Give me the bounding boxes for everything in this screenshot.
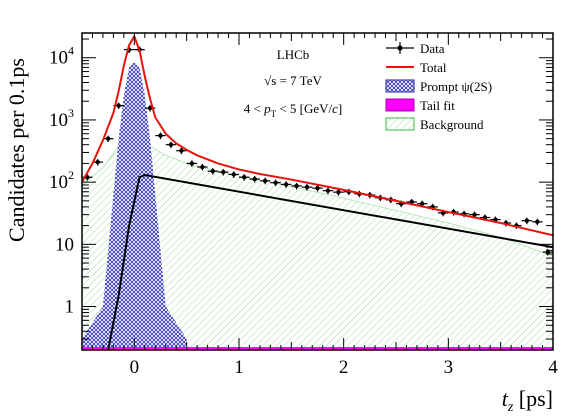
x-tick-label: 1 bbox=[234, 357, 244, 378]
legend-label: Data bbox=[420, 41, 445, 56]
data-point bbox=[259, 177, 271, 185]
data-point bbox=[218, 169, 229, 176]
x-axis-label: tz [ps] bbox=[502, 386, 553, 415]
data-point bbox=[333, 189, 344, 196]
legend-label: Background bbox=[420, 117, 484, 132]
data-point bbox=[312, 185, 323, 192]
legend: Data Total Prompt ψ(2S) Tail fit Background bbox=[385, 41, 492, 132]
axes: 0 1 2 3 4 1 10 102 103 104 bbox=[49, 33, 558, 378]
tail-fit-area bbox=[82, 347, 553, 350]
pt-range-label: 4 < pT < 5 [GeV/c] bbox=[244, 101, 343, 119]
data-point bbox=[249, 176, 260, 183]
experiment-label: LHCb bbox=[277, 47, 310, 62]
legend-entry: Total bbox=[386, 60, 447, 75]
x-axis-symbol: t bbox=[502, 386, 509, 411]
data-point bbox=[532, 218, 543, 226]
data-point bbox=[197, 163, 208, 171]
data-point bbox=[176, 147, 187, 155]
y-axis-label: Candidates per 0.1ps bbox=[4, 58, 29, 242]
y-tick-label: 10 bbox=[55, 234, 74, 255]
y-tick-label: 103 bbox=[49, 106, 74, 131]
data-point bbox=[92, 159, 103, 166]
legend-label: Total bbox=[420, 60, 447, 75]
data-point bbox=[322, 187, 334, 195]
x-axis-subscript: z bbox=[507, 400, 514, 415]
legend-label: Tail fit bbox=[420, 98, 455, 113]
annotation-block: LHCb √s = 7 TeV 4 < pT < 5 [GeV/c] bbox=[244, 47, 343, 119]
data-point bbox=[291, 182, 302, 190]
legend-label: Prompt ψ(2S) bbox=[420, 79, 492, 94]
data-point bbox=[207, 168, 219, 175]
background-area bbox=[82, 136, 553, 350]
data-point bbox=[165, 141, 177, 149]
legend-entry: Prompt ψ(2S) bbox=[385, 79, 492, 94]
signal-line bbox=[107, 174, 553, 350]
x-tick-label: 0 bbox=[130, 357, 140, 378]
y-tick-label: 1 bbox=[65, 297, 75, 318]
x-tick-label: 4 bbox=[548, 357, 558, 378]
y-tick-label: 104 bbox=[49, 44, 74, 69]
data-point bbox=[301, 184, 313, 191]
y-axis-title: Candidates per 0.1ps bbox=[4, 58, 29, 242]
data-point bbox=[521, 217, 533, 225]
data-point bbox=[270, 179, 281, 187]
legend-entry: Tail fit bbox=[385, 98, 455, 113]
x-axis-title: tz [ps] bbox=[502, 386, 553, 415]
x-axis-unit: [ps] bbox=[513, 386, 553, 411]
data-point bbox=[280, 181, 292, 188]
legend-entry: Background bbox=[385, 117, 484, 132]
y-tick-label: 102 bbox=[49, 168, 74, 193]
energy-label: √s = 7 TeV bbox=[264, 73, 322, 88]
data-point bbox=[186, 160, 198, 167]
legend-entry: Data bbox=[386, 41, 445, 56]
plot-area bbox=[82, 35, 553, 350]
data-point bbox=[239, 174, 250, 181]
x-tick-label: 3 bbox=[444, 357, 454, 378]
total-curve bbox=[82, 35, 553, 237]
data-point bbox=[102, 135, 114, 143]
data-point bbox=[228, 171, 239, 178]
data-point bbox=[155, 132, 166, 140]
x-tick-label: 2 bbox=[339, 357, 349, 378]
